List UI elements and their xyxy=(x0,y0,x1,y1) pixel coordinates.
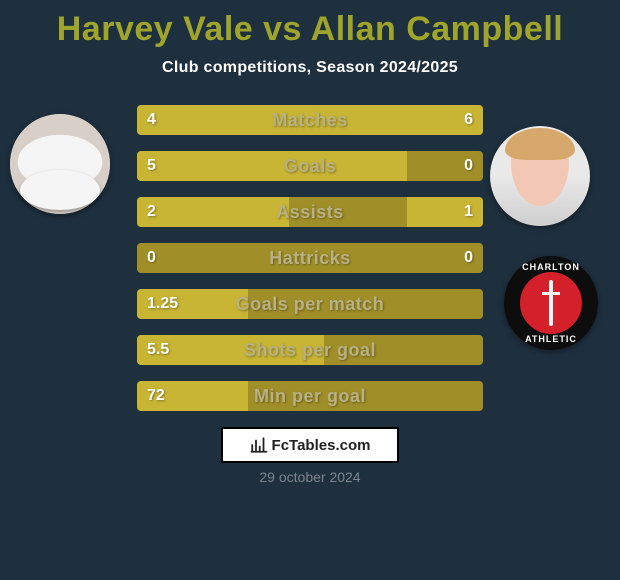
stat-row: Matches4 6 xyxy=(137,105,483,135)
stat-value-left: 5.5 xyxy=(137,335,179,365)
date: 29 october 2024 xyxy=(0,469,620,485)
stat-value-left: 1.25 xyxy=(137,289,188,319)
stats-area: Matches46Goals50Assists21Hattricks00Goal… xyxy=(0,105,620,411)
site-name: FcTables.com xyxy=(272,437,371,454)
stat-row: Assists2 1 xyxy=(137,197,483,227)
stat-value-right: 0 xyxy=(454,243,483,273)
stat-value-right xyxy=(463,335,483,365)
stat-value-right: 0 xyxy=(454,151,483,181)
stat-label: Assists xyxy=(137,197,483,227)
stat-value-left: 4 xyxy=(137,105,166,135)
chart-icon xyxy=(250,436,268,454)
stat-label: Goals per match xyxy=(137,289,483,319)
comparison-card: Harvey Vale vs Allan Campbell Club compe… xyxy=(0,0,620,580)
stat-value-left: 5 xyxy=(137,151,166,181)
stat-label: Matches xyxy=(137,105,483,135)
stat-row: Hattricks0 0 xyxy=(137,243,483,273)
stat-value-right xyxy=(463,289,483,319)
stat-value-right xyxy=(463,381,483,411)
site-badge[interactable]: FcTables.com xyxy=(221,427,399,463)
stat-value-right: 6 xyxy=(454,105,483,135)
subtitle: Club competitions, Season 2024/2025 xyxy=(0,59,620,77)
stat-label: Shots per goal xyxy=(137,335,483,365)
stat-label: Min per goal xyxy=(137,381,483,411)
stat-row: Shots per goal5.5 xyxy=(137,335,483,365)
stat-row: Min per goal72 xyxy=(137,381,483,411)
stat-label: Hattricks xyxy=(137,243,483,273)
stat-value-left: 0 xyxy=(137,243,166,273)
stat-value-right: 1 xyxy=(454,197,483,227)
page-title: Harvey Vale vs Allan Campbell xyxy=(0,10,620,49)
stat-row: Goals per match1.25 xyxy=(137,289,483,319)
stat-value-left: 72 xyxy=(137,381,175,411)
stat-row: Goals5 0 xyxy=(137,151,483,181)
stat-value-left: 2 xyxy=(137,197,166,227)
stat-label: Goals xyxy=(137,151,483,181)
